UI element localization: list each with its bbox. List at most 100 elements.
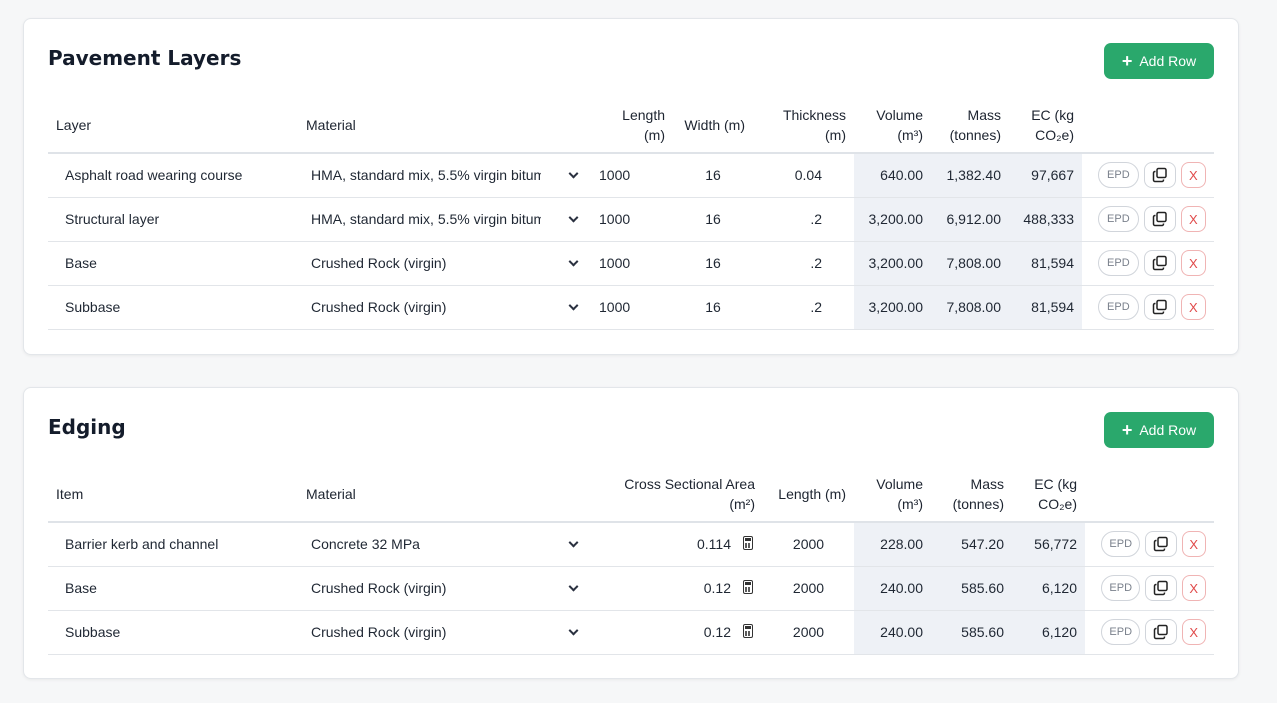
chevron-down-icon <box>568 625 579 636</box>
volume-value: 240.00 <box>854 566 931 611</box>
table-row: Structural layer HMA, standard mix, 5.5%… <box>48 197 1214 242</box>
copy-icon <box>1153 580 1168 596</box>
epd-button[interactable]: EPD <box>1098 206 1139 232</box>
material-select[interactable]: Crushed Rock (virgin) <box>298 285 591 330</box>
length-input[interactable]: 1000 <box>591 197 673 242</box>
delete-button[interactable]: X <box>1181 531 1206 558</box>
epd-button[interactable]: EPD <box>1101 575 1141 601</box>
material-select[interactable]: Crushed Rock (virgin) <box>298 241 591 286</box>
layer-name-cell[interactable]: Asphalt road wearing course <box>48 153 298 198</box>
material-select[interactable]: Crushed Rock (virgin) <box>298 610 591 655</box>
epd-button[interactable]: EPD <box>1098 294 1139 320</box>
col-header-volume: Volume (m³) <box>854 466 931 523</box>
row-actions: EPD X <box>1082 153 1214 198</box>
table-row: Base Crushed Rock (virgin) 0.12 2000 240… <box>48 566 1214 611</box>
col-header-actions <box>1085 466 1214 523</box>
duplicate-button[interactable] <box>1145 619 1177 645</box>
calculator-button[interactable] <box>733 522 763 567</box>
table-row: Asphalt road wearing course HMA, standar… <box>48 153 1214 198</box>
col-header-length: Length (m) <box>763 466 854 523</box>
duplicate-button[interactable] <box>1143 162 1176 189</box>
volume-value: 228.00 <box>854 522 931 567</box>
calculator-icon <box>743 579 753 594</box>
delete-button[interactable]: X <box>1180 206 1206 232</box>
edging-card: Edging + Add Row Item Material Cross Sec… <box>23 387 1239 679</box>
material-select[interactable]: Crushed Rock (virgin) <box>298 566 591 611</box>
material-select-value: HMA, standard mix, 5.5% virgin bitumen <box>311 167 541 184</box>
length-input[interactable]: 2000 <box>763 522 854 567</box>
mass-value: 585.60 <box>931 610 1012 655</box>
area-input[interactable]: 0.114 <box>591 522 733 567</box>
col-header-area: Cross Sectional Area (m²) <box>591 466 763 523</box>
col-header-layer: Layer <box>48 97 298 154</box>
calculator-icon <box>743 535 753 550</box>
epd-button[interactable]: EPD <box>1098 250 1139 276</box>
delete-button[interactable]: X <box>1181 575 1206 601</box>
layer-name-cell[interactable]: Structural layer <box>48 197 298 242</box>
col-header-item: Item <box>48 466 298 523</box>
layer-name-cell[interactable]: Base <box>48 241 298 286</box>
duplicate-button[interactable] <box>1143 206 1176 232</box>
duplicate-button[interactable] <box>1145 575 1177 601</box>
copy-icon <box>1152 211 1167 227</box>
pavement-add-row-button[interactable]: + Add Row <box>1104 43 1214 79</box>
ec-value: 81,594 <box>1009 241 1082 286</box>
delete-button[interactable]: X <box>1180 162 1206 189</box>
edging-table: Item Material Cross Sectional Area (m²) … <box>48 466 1214 655</box>
delete-button[interactable]: X <box>1180 294 1206 320</box>
duplicate-button[interactable] <box>1143 294 1176 320</box>
length-input[interactable]: 1000 <box>591 153 673 198</box>
calculator-button[interactable] <box>733 566 763 611</box>
material-select[interactable]: HMA, standard mix, 5.5% virgin bitumen <box>298 197 591 242</box>
edging-add-row-button[interactable]: + Add Row <box>1104 412 1214 448</box>
copy-icon <box>1153 624 1168 640</box>
delete-button[interactable]: X <box>1181 619 1206 645</box>
width-input[interactable]: 16 <box>673 285 753 330</box>
calculator-button[interactable] <box>733 610 763 655</box>
length-input[interactable]: 2000 <box>763 566 854 611</box>
add-row-label: Add Row <box>1139 53 1197 69</box>
material-select-value: Crushed Rock (virgin) <box>311 255 447 271</box>
length-input[interactable]: 2000 <box>763 610 854 655</box>
length-input[interactable]: 1000 <box>591 285 673 330</box>
epd-button[interactable]: EPD <box>1101 619 1141 645</box>
duplicate-button[interactable] <box>1145 531 1177 558</box>
duplicate-button[interactable] <box>1143 250 1176 276</box>
delete-button[interactable]: X <box>1180 250 1206 276</box>
width-input[interactable]: 16 <box>673 241 753 286</box>
chevron-down-icon <box>568 168 579 179</box>
thickness-input[interactable]: 0.04 <box>753 153 854 198</box>
thickness-input[interactable]: .2 <box>753 241 854 286</box>
col-header-volume: Volume (m³) <box>854 97 931 154</box>
epd-button[interactable]: EPD <box>1101 531 1141 558</box>
ec-value: 488,333 <box>1009 197 1082 242</box>
width-input[interactable]: 16 <box>673 153 753 198</box>
row-actions: EPD X <box>1085 566 1214 611</box>
col-header-length: Length (m) <box>591 97 673 154</box>
row-actions: EPD X <box>1082 241 1214 286</box>
item-name-cell[interactable]: Base <box>48 566 298 611</box>
width-input[interactable]: 16 <box>673 197 753 242</box>
chevron-down-icon <box>568 581 579 592</box>
item-name-cell[interactable]: Barrier kerb and channel <box>48 522 298 567</box>
ec-value: 6,120 <box>1012 610 1085 655</box>
chevron-down-icon <box>568 212 579 223</box>
area-input[interactable]: 0.12 <box>591 610 733 655</box>
material-select-value: HMA, standard mix, 5.5% virgin bitumen <box>311 211 541 227</box>
material-select-value: Concrete 32 MPa <box>311 536 420 553</box>
table-row: Base Crushed Rock (virgin) 1000 16 .2 3,… <box>48 241 1214 286</box>
table-row: Subbase Crushed Rock (virgin) 0.12 2000 … <box>48 610 1214 655</box>
item-name-cell[interactable]: Subbase <box>48 610 298 655</box>
thickness-input[interactable]: .2 <box>753 285 854 330</box>
mass-value: 1,382.40 <box>931 153 1009 198</box>
length-input[interactable]: 1000 <box>591 241 673 286</box>
area-input[interactable]: 0.12 <box>591 566 733 611</box>
layer-name-cell[interactable]: Subbase <box>48 285 298 330</box>
pavement-layers-title: Pavement Layers <box>48 46 242 70</box>
col-header-actions <box>1082 97 1214 154</box>
material-select[interactable]: Concrete 32 MPa <box>298 522 591 567</box>
material-select[interactable]: HMA, standard mix, 5.5% virgin bitumen <box>298 153 591 198</box>
epd-button[interactable]: EPD <box>1098 162 1139 189</box>
thickness-input[interactable]: .2 <box>753 197 854 242</box>
row-actions: EPD X <box>1085 522 1214 567</box>
